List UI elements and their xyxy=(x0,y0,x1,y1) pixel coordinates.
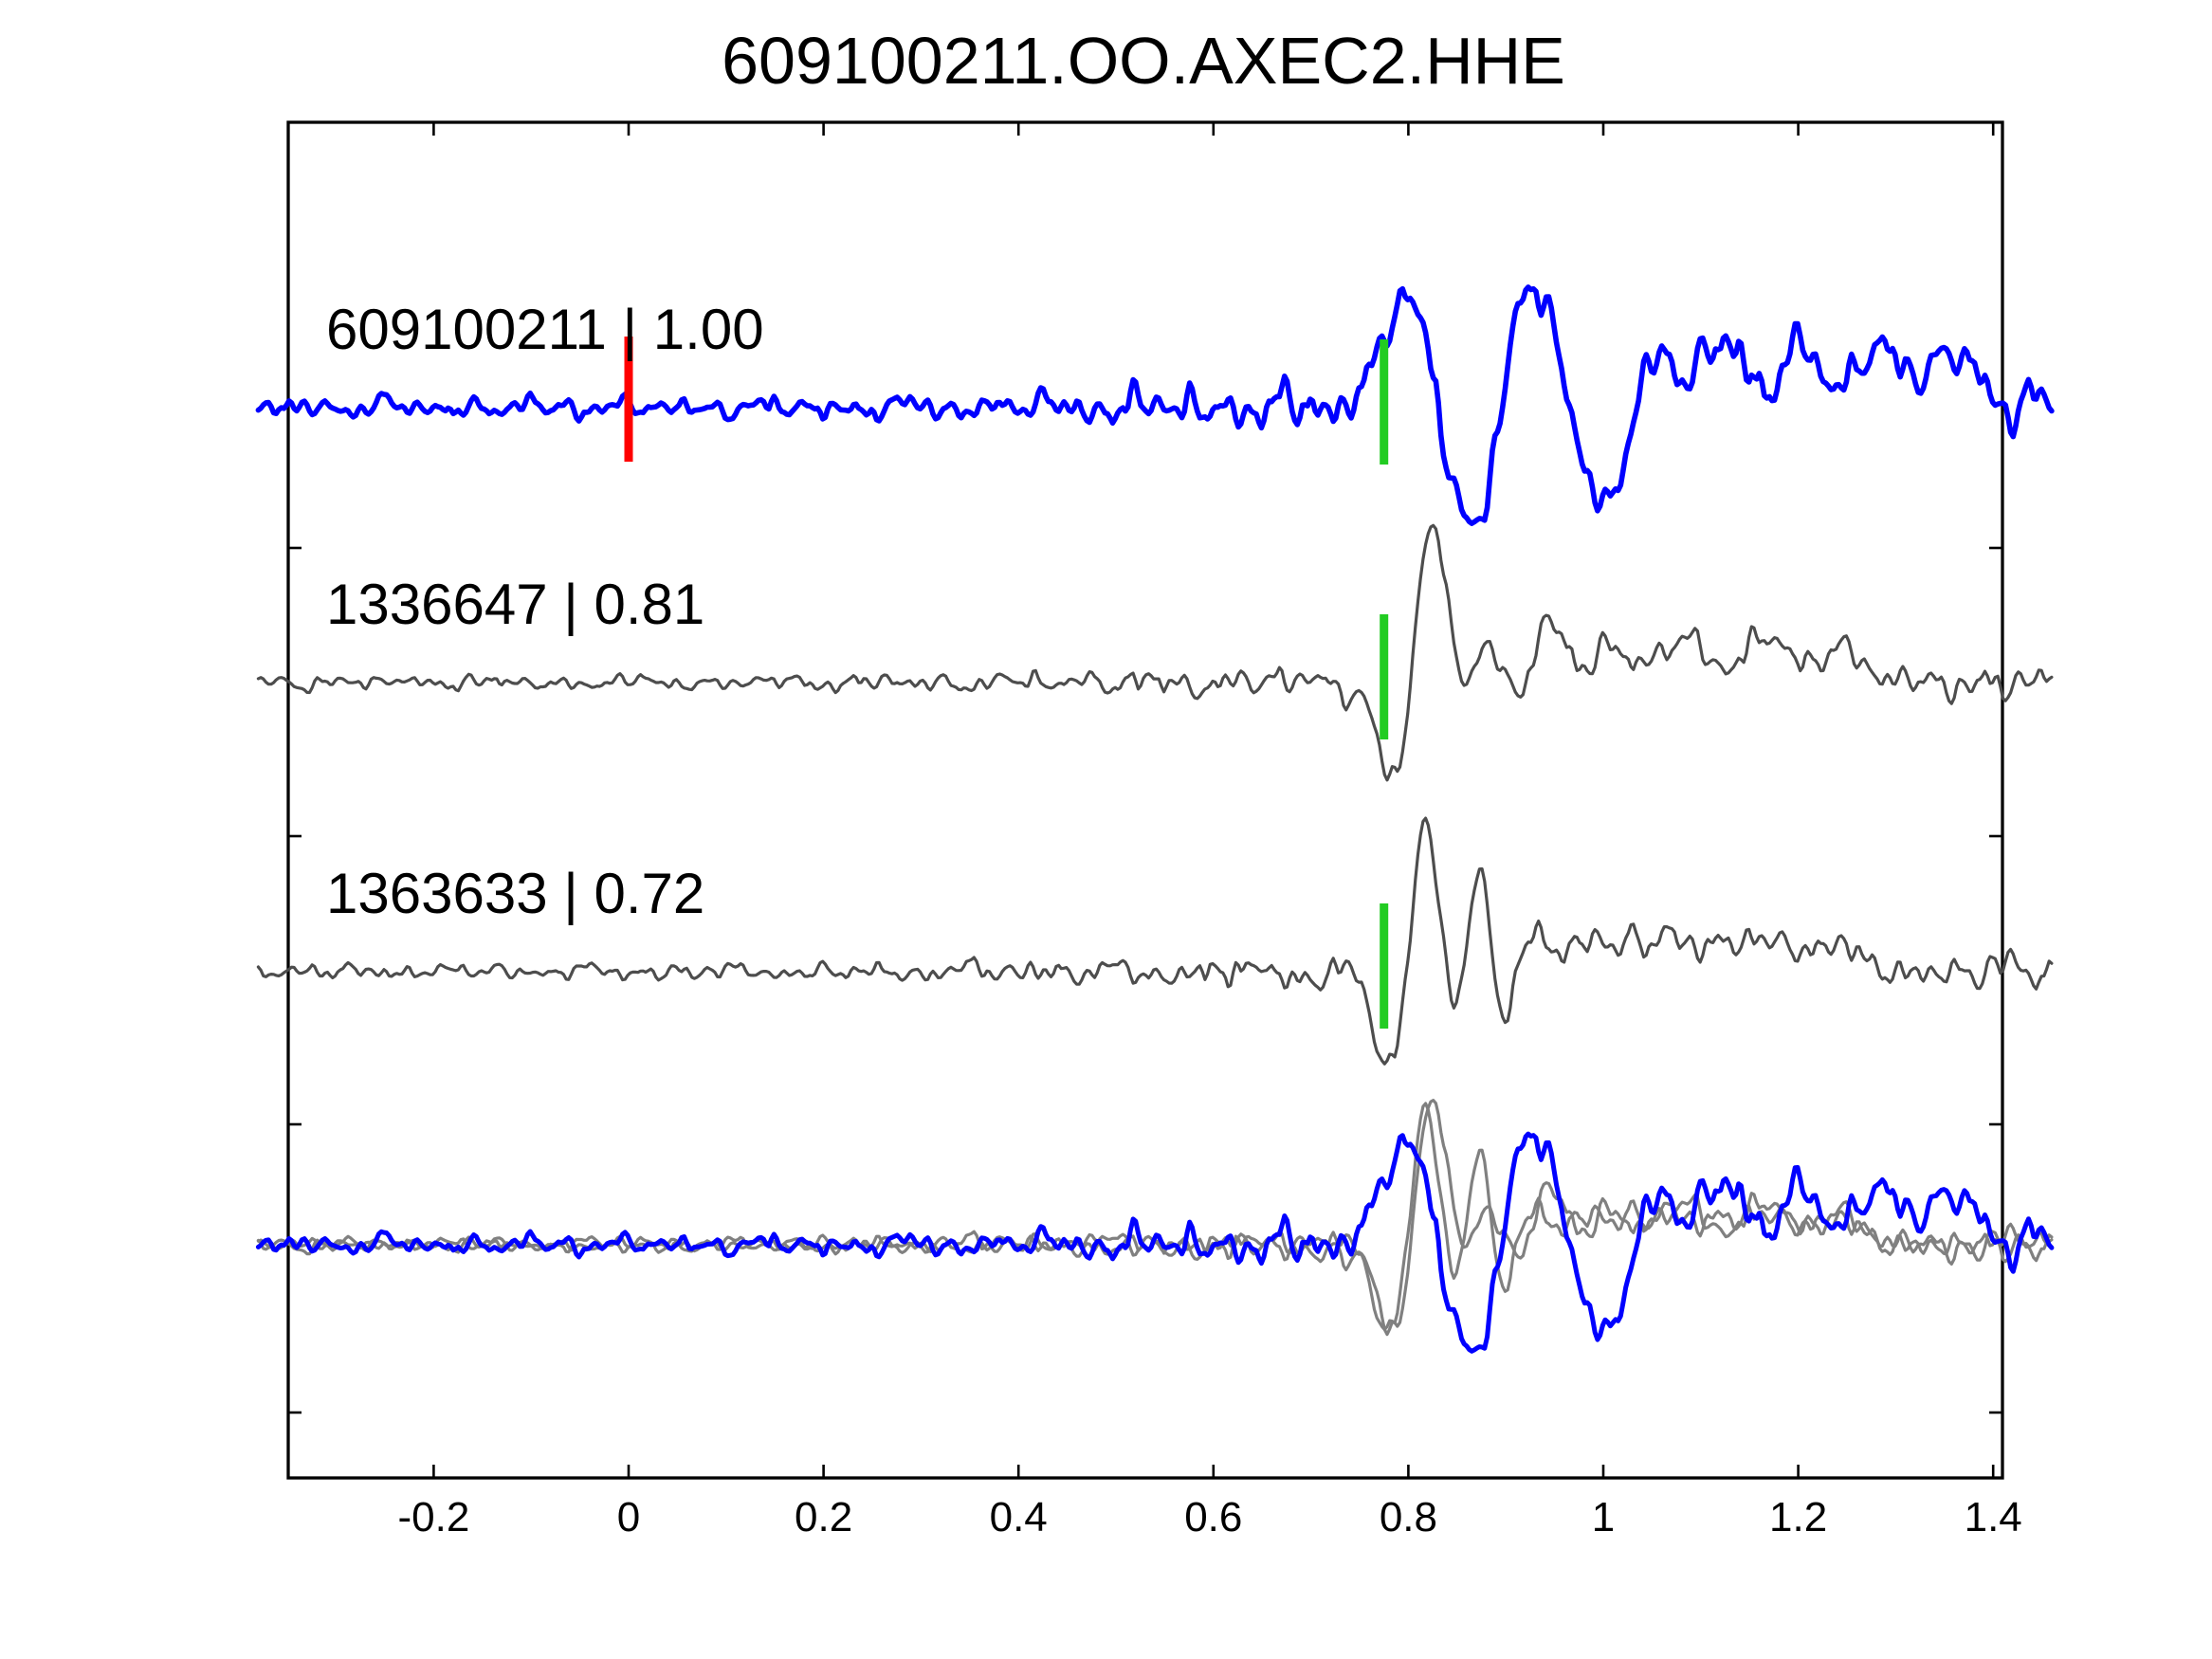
svg-text:1: 1 xyxy=(1592,1494,1615,1540)
svg-text:609100211 | 1.00: 609100211 | 1.00 xyxy=(326,298,764,361)
svg-text:-0.2: -0.2 xyxy=(397,1494,469,1540)
svg-text:0.2: 0.2 xyxy=(795,1494,852,1540)
svg-text:0.8: 0.8 xyxy=(1380,1494,1437,1540)
svg-text:1.2: 1.2 xyxy=(1769,1494,1827,1540)
svg-text:0.4: 0.4 xyxy=(990,1494,1048,1540)
svg-text:0.6: 0.6 xyxy=(1184,1494,1242,1540)
svg-text:1.4: 1.4 xyxy=(1965,1494,2022,1540)
svg-text:609100211.OO.AXEC2.HHE: 609100211.OO.AXEC2.HHE xyxy=(722,24,1565,98)
svg-text:1336647 | 0.81: 1336647 | 0.81 xyxy=(326,573,704,636)
svg-text:1363633 | 0.72: 1363633 | 0.72 xyxy=(326,862,704,925)
svg-text:0: 0 xyxy=(617,1494,640,1540)
